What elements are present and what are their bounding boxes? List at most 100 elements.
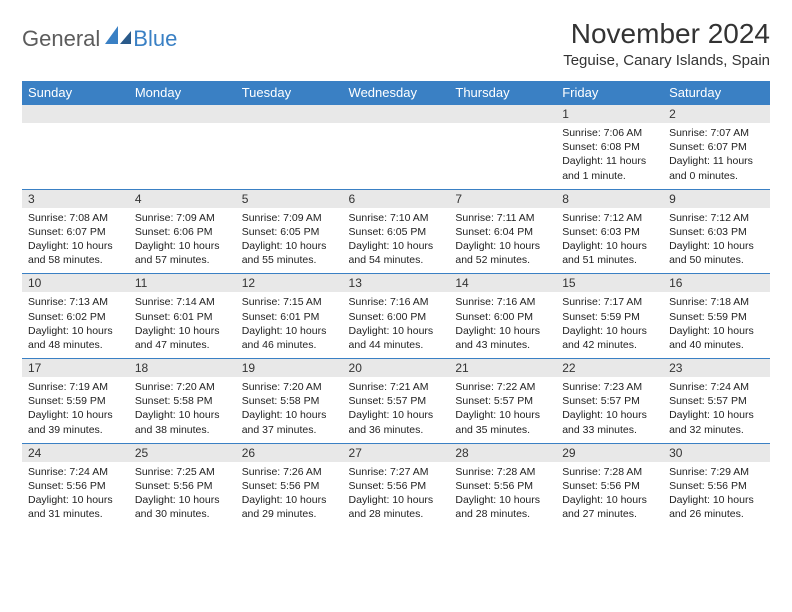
daylight-text: Daylight: 10 hours and 27 minutes. <box>562 493 657 521</box>
day-number-cell: 1 <box>556 105 663 124</box>
sunset-text: Sunset: 5:56 PM <box>242 479 337 493</box>
calendar-body: 12Sunrise: 7:06 AMSunset: 6:08 PMDayligh… <box>22 105 770 528</box>
day-number-row: 17181920212223 <box>22 359 770 378</box>
day-number-cell: 16 <box>663 274 770 293</box>
sunrise-text: Sunrise: 7:14 AM <box>135 295 230 309</box>
day-number-cell: 25 <box>129 443 236 462</box>
day-content-cell <box>22 123 129 189</box>
sunset-text: Sunset: 5:59 PM <box>28 394 123 408</box>
logo-text-blue: Blue <box>133 26 177 52</box>
day-number-cell: 3 <box>22 189 129 208</box>
day-content-cell: Sunrise: 7:24 AMSunset: 5:57 PMDaylight:… <box>663 377 770 443</box>
sunrise-text: Sunrise: 7:27 AM <box>349 465 444 479</box>
daylight-text: Daylight: 10 hours and 40 minutes. <box>669 324 764 352</box>
sunrise-text: Sunrise: 7:28 AM <box>562 465 657 479</box>
sunset-text: Sunset: 5:58 PM <box>135 394 230 408</box>
day-content-row: Sunrise: 7:24 AMSunset: 5:56 PMDaylight:… <box>22 462 770 528</box>
sunrise-text: Sunrise: 7:20 AM <box>135 380 230 394</box>
day-number-cell: 29 <box>556 443 663 462</box>
day-number-cell: 15 <box>556 274 663 293</box>
sunset-text: Sunset: 5:57 PM <box>562 394 657 408</box>
sunset-text: Sunset: 5:56 PM <box>455 479 550 493</box>
day-number-cell: 24 <box>22 443 129 462</box>
sunset-text: Sunset: 6:02 PM <box>28 310 123 324</box>
day-number-row: 10111213141516 <box>22 274 770 293</box>
daylight-text: Daylight: 10 hours and 55 minutes. <box>242 239 337 267</box>
weekday-header-row: Sunday Monday Tuesday Wednesday Thursday… <box>22 81 770 105</box>
daylight-text: Daylight: 10 hours and 42 minutes. <box>562 324 657 352</box>
day-number-row: 24252627282930 <box>22 443 770 462</box>
day-number-cell: 26 <box>236 443 343 462</box>
sunrise-text: Sunrise: 7:28 AM <box>455 465 550 479</box>
daylight-text: Daylight: 10 hours and 44 minutes. <box>349 324 444 352</box>
page-header: General Blue November 2024 Teguise, Cana… <box>22 18 770 69</box>
month-title: November 2024 <box>563 18 770 50</box>
sunrise-text: Sunrise: 7:20 AM <box>242 380 337 394</box>
sunset-text: Sunset: 5:56 PM <box>562 479 657 493</box>
weekday-header: Tuesday <box>236 81 343 105</box>
sunset-text: Sunset: 6:04 PM <box>455 225 550 239</box>
day-number-cell: 22 <box>556 359 663 378</box>
day-number-cell: 4 <box>129 189 236 208</box>
sunset-text: Sunset: 6:00 PM <box>349 310 444 324</box>
logo: General Blue <box>22 26 177 52</box>
weekday-header: Friday <box>556 81 663 105</box>
day-content-cell: Sunrise: 7:12 AMSunset: 6:03 PMDaylight:… <box>556 208 663 274</box>
sunrise-text: Sunrise: 7:18 AM <box>669 295 764 309</box>
day-content-cell: Sunrise: 7:25 AMSunset: 5:56 PMDaylight:… <box>129 462 236 528</box>
sunset-text: Sunset: 5:56 PM <box>349 479 444 493</box>
day-content-cell: Sunrise: 7:09 AMSunset: 6:05 PMDaylight:… <box>236 208 343 274</box>
day-number-cell: 10 <box>22 274 129 293</box>
day-number-cell <box>129 105 236 124</box>
day-content-cell: Sunrise: 7:18 AMSunset: 5:59 PMDaylight:… <box>663 292 770 358</box>
day-number-cell: 20 <box>343 359 450 378</box>
daylight-text: Daylight: 10 hours and 51 minutes. <box>562 239 657 267</box>
location-text: Teguise, Canary Islands, Spain <box>563 52 770 69</box>
sunrise-text: Sunrise: 7:12 AM <box>669 211 764 225</box>
day-number-cell: 2 <box>663 105 770 124</box>
day-number-cell: 21 <box>449 359 556 378</box>
daylight-text: Daylight: 10 hours and 52 minutes. <box>455 239 550 267</box>
day-number-cell <box>22 105 129 124</box>
day-content-cell <box>449 123 556 189</box>
day-content-cell: Sunrise: 7:26 AMSunset: 5:56 PMDaylight:… <box>236 462 343 528</box>
day-number-cell: 13 <box>343 274 450 293</box>
sunrise-text: Sunrise: 7:09 AM <box>135 211 230 225</box>
day-number-cell: 28 <box>449 443 556 462</box>
sunrise-text: Sunrise: 7:25 AM <box>135 465 230 479</box>
sunset-text: Sunset: 6:08 PM <box>562 140 657 154</box>
daylight-text: Daylight: 10 hours and 33 minutes. <box>562 408 657 436</box>
sunset-text: Sunset: 6:06 PM <box>135 225 230 239</box>
sunrise-text: Sunrise: 7:22 AM <box>455 380 550 394</box>
day-number-row: 3456789 <box>22 189 770 208</box>
day-content-cell: Sunrise: 7:16 AMSunset: 6:00 PMDaylight:… <box>343 292 450 358</box>
daylight-text: Daylight: 10 hours and 30 minutes. <box>135 493 230 521</box>
day-number-cell: 18 <box>129 359 236 378</box>
daylight-text: Daylight: 10 hours and 48 minutes. <box>28 324 123 352</box>
day-content-cell: Sunrise: 7:27 AMSunset: 5:56 PMDaylight:… <box>343 462 450 528</box>
day-content-cell: Sunrise: 7:29 AMSunset: 5:56 PMDaylight:… <box>663 462 770 528</box>
sunset-text: Sunset: 6:01 PM <box>242 310 337 324</box>
sunset-text: Sunset: 6:05 PM <box>349 225 444 239</box>
sunrise-text: Sunrise: 7:11 AM <box>455 211 550 225</box>
weekday-header: Wednesday <box>343 81 450 105</box>
sunset-text: Sunset: 5:56 PM <box>28 479 123 493</box>
day-number-cell: 27 <box>343 443 450 462</box>
day-content-cell: Sunrise: 7:28 AMSunset: 5:56 PMDaylight:… <box>449 462 556 528</box>
day-number-cell: 14 <box>449 274 556 293</box>
sunrise-text: Sunrise: 7:23 AM <box>562 380 657 394</box>
title-block: November 2024 Teguise, Canary Islands, S… <box>563 18 770 69</box>
sunrise-text: Sunrise: 7:29 AM <box>669 465 764 479</box>
day-number-cell: 7 <box>449 189 556 208</box>
sunrise-text: Sunrise: 7:16 AM <box>455 295 550 309</box>
sunrise-text: Sunrise: 7:21 AM <box>349 380 444 394</box>
daylight-text: Daylight: 10 hours and 29 minutes. <box>242 493 337 521</box>
day-content-cell: Sunrise: 7:06 AMSunset: 6:08 PMDaylight:… <box>556 123 663 189</box>
daylight-text: Daylight: 10 hours and 46 minutes. <box>242 324 337 352</box>
day-content-row: Sunrise: 7:13 AMSunset: 6:02 PMDaylight:… <box>22 292 770 358</box>
day-number-cell <box>236 105 343 124</box>
day-number-row: 12 <box>22 105 770 124</box>
day-content-cell <box>343 123 450 189</box>
day-content-cell: Sunrise: 7:28 AMSunset: 5:56 PMDaylight:… <box>556 462 663 528</box>
day-content-row: Sunrise: 7:08 AMSunset: 6:07 PMDaylight:… <box>22 208 770 274</box>
